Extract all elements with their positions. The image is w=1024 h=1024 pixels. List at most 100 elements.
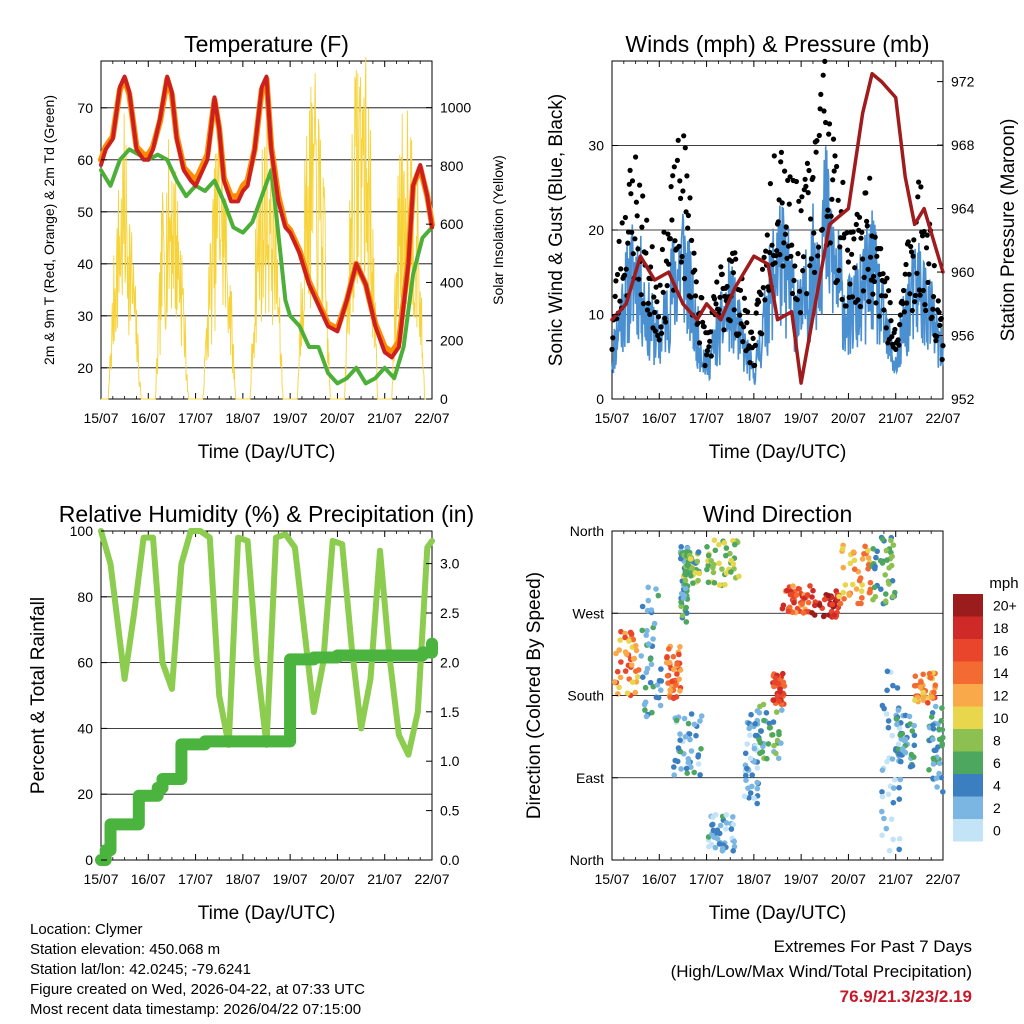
extremes-subtitle: (High/Low/Max Wind/Total Precipitation) xyxy=(670,962,972,981)
gust-point xyxy=(630,251,636,257)
gust-point xyxy=(914,270,920,276)
direction-point xyxy=(882,598,889,604)
direction-point xyxy=(622,634,628,641)
gust-point xyxy=(940,343,946,349)
gust-point xyxy=(670,173,676,179)
direction-point xyxy=(898,731,905,738)
direction-point xyxy=(642,707,648,713)
direction-point xyxy=(748,711,754,718)
direction-point xyxy=(894,721,900,728)
gust-point xyxy=(916,179,922,185)
gust-point xyxy=(823,119,829,126)
direction-point xyxy=(747,732,753,738)
direction-point xyxy=(780,602,787,609)
gust-point xyxy=(731,307,737,313)
direction-point xyxy=(691,721,698,728)
direction-point xyxy=(878,586,884,592)
direction-point xyxy=(653,586,659,592)
direction-point xyxy=(640,674,646,680)
y2-tick-label: 2.5 xyxy=(440,605,460,621)
gust-point xyxy=(623,266,629,272)
x-tick-label: 20/07 xyxy=(831,410,866,426)
direction-point xyxy=(648,607,655,613)
gust-point xyxy=(860,256,866,262)
direction-point xyxy=(711,537,718,543)
direction-point xyxy=(890,799,897,806)
direction-point xyxy=(853,586,860,592)
gust-point xyxy=(632,236,638,242)
gust-point xyxy=(677,178,683,184)
gust-point xyxy=(730,270,737,276)
gust-point xyxy=(721,327,727,333)
legend-swatch xyxy=(953,819,983,842)
created-text: Figure created on Wed, 2026-04-22, at 07… xyxy=(30,981,365,998)
gust-point xyxy=(758,291,764,298)
direction-point xyxy=(710,564,716,571)
direction-point xyxy=(758,728,764,734)
direction-point xyxy=(888,816,895,822)
gust-point xyxy=(878,293,885,299)
gust-point xyxy=(786,201,792,207)
gust-point xyxy=(852,265,858,271)
direction-point xyxy=(933,775,940,781)
direction-point xyxy=(673,682,679,688)
direction-point xyxy=(859,582,865,588)
direction-point xyxy=(747,755,754,762)
direction-point xyxy=(884,687,890,694)
x-tick-label: 20/07 xyxy=(320,871,355,887)
gust-point xyxy=(652,328,658,334)
gust-point xyxy=(668,184,674,190)
gust-point xyxy=(798,208,804,214)
direction-point xyxy=(879,702,886,709)
direction-point xyxy=(886,847,893,854)
direction-point xyxy=(710,827,717,834)
direction-point xyxy=(723,545,730,551)
y-tick-label: West xyxy=(572,605,604,621)
gust-point xyxy=(784,255,790,261)
direction-point xyxy=(906,713,913,720)
gust-point xyxy=(676,243,682,249)
gust-point xyxy=(706,344,712,350)
direction-point xyxy=(698,746,704,752)
gust-point xyxy=(626,181,632,187)
gust-point xyxy=(627,167,633,173)
direction-point xyxy=(723,812,730,818)
gust-point xyxy=(696,340,703,346)
y-tick-label: East xyxy=(576,770,604,786)
direction-point xyxy=(655,694,662,701)
direction-point xyxy=(889,756,896,762)
direction-point xyxy=(672,757,678,764)
gust-point xyxy=(936,309,942,315)
winds-pressure-panel: Winds (mph) & Pressure (mb) Time (Day/UTC… xyxy=(546,31,1019,463)
direction-point xyxy=(693,732,699,739)
gust-point xyxy=(803,183,809,189)
y2-tick-label: 1.5 xyxy=(440,704,460,720)
x-tick-label: 18/07 xyxy=(736,410,771,426)
direction-point xyxy=(696,570,702,577)
gust-point xyxy=(867,175,873,181)
y-tick-label: 10 xyxy=(588,307,604,323)
gust-point xyxy=(618,266,624,272)
gust-point xyxy=(655,332,661,339)
gust-point xyxy=(667,236,673,242)
direction-point xyxy=(742,750,749,757)
gust-point xyxy=(727,318,733,324)
gust-point xyxy=(707,329,714,335)
gust-point xyxy=(772,260,778,266)
direction-point xyxy=(885,718,892,724)
gust-point xyxy=(901,287,907,294)
direction-point xyxy=(879,793,886,800)
direction-point xyxy=(912,697,918,703)
legend-title: mph xyxy=(989,575,1018,592)
gust-point xyxy=(919,233,926,239)
direction-point xyxy=(728,557,734,564)
direction-point xyxy=(664,673,671,679)
y-tick-label: 20 xyxy=(588,222,604,238)
gust-point xyxy=(681,276,688,282)
direction-point xyxy=(684,562,691,568)
direction-point xyxy=(805,599,812,606)
y2-tick-label: 968 xyxy=(951,137,975,153)
gust-point xyxy=(640,193,646,199)
legend-label: 18 xyxy=(993,620,1009,636)
direction-point xyxy=(690,580,696,586)
